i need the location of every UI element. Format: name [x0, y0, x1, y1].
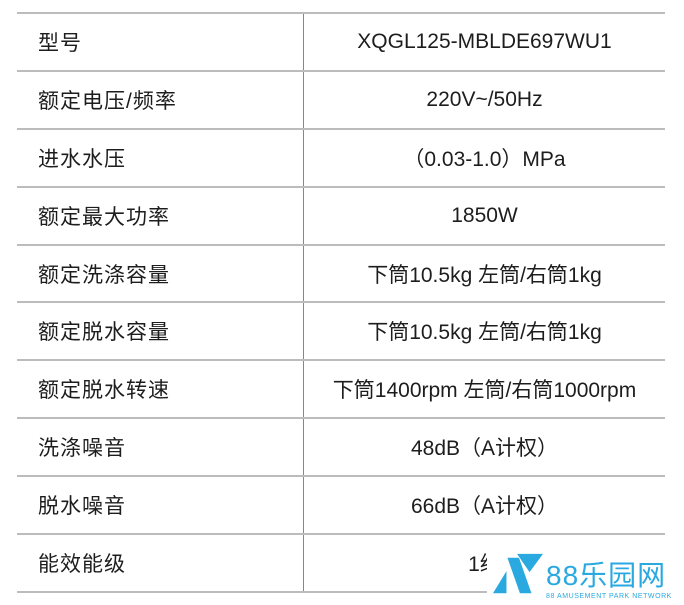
spec-label: 额定洗涤容量	[38, 263, 170, 287]
watermark-text: 88乐园网 88 AMUSEMENT PARK NETWORK	[546, 560, 672, 601]
spec-value: 48dB（A计权）	[303, 419, 665, 476]
table-row: 进水水压 （0.03-1.0）MPa	[17, 129, 665, 188]
watermark-title: 88乐园网	[546, 560, 667, 591]
spec-value: （0.03-1.0）MPa	[303, 129, 665, 186]
spec-value: 220V~/50Hz	[303, 71, 665, 128]
spec-value: 1850W	[303, 187, 665, 244]
table-row: 额定脱水容量 下筒10.5kg 左筒/右筒1kg	[17, 303, 665, 362]
spec-value: 下筒10.5kg 左筒/右筒1kg	[303, 245, 665, 302]
table-row: 型号 XQGL125-MBLDE697WU1	[17, 14, 665, 72]
spec-value: 下筒1400rpm 左筒/右筒1000rpm	[303, 361, 665, 418]
spec-value: XQGL125-MBLDE697WU1	[303, 14, 665, 70]
spec-label: 能效能级	[38, 552, 126, 576]
spec-label: 额定脱水容量	[38, 321, 170, 345]
table-row: 洗涤噪音 48dB（A计权）	[17, 419, 665, 478]
table-row: 脱水噪音 66dB（A计权）	[17, 477, 665, 536]
spec-label: 额定脱水转速	[38, 379, 170, 403]
spec-label: 额定电压/频率	[38, 89, 177, 113]
spec-label: 脱水噪音	[38, 495, 126, 519]
spec-value: 66dB（A计权）	[303, 477, 665, 534]
spec-label: 洗涤噪音	[38, 437, 126, 461]
table-row: 额定洗涤容量 下筒10.5kg 左筒/右筒1kg	[17, 245, 665, 304]
n-triangles-logo-icon	[493, 553, 543, 594]
spec-table: 型号 XQGL125-MBLDE697WU1 额定电压/频率 220V~/50H…	[17, 12, 665, 593]
watermark-subtitle: 88 AMUSEMENT PARK NETWORK	[546, 593, 672, 600]
spec-label: 进水水压	[38, 147, 126, 171]
table-row: 额定电压/频率 220V~/50Hz	[17, 71, 665, 130]
spec-label: 型号	[38, 31, 82, 55]
table-row: 额定最大功率 1850W	[17, 187, 665, 246]
spec-value: 下筒10.5kg 左筒/右筒1kg	[303, 303, 665, 360]
spec-label: 额定最大功率	[38, 205, 170, 229]
watermark: 88乐园网 88 AMUSEMENT PARK NETWORK	[487, 538, 684, 605]
table-row: 额定脱水转速 下筒1400rpm 左筒/右筒1000rpm	[17, 361, 665, 420]
